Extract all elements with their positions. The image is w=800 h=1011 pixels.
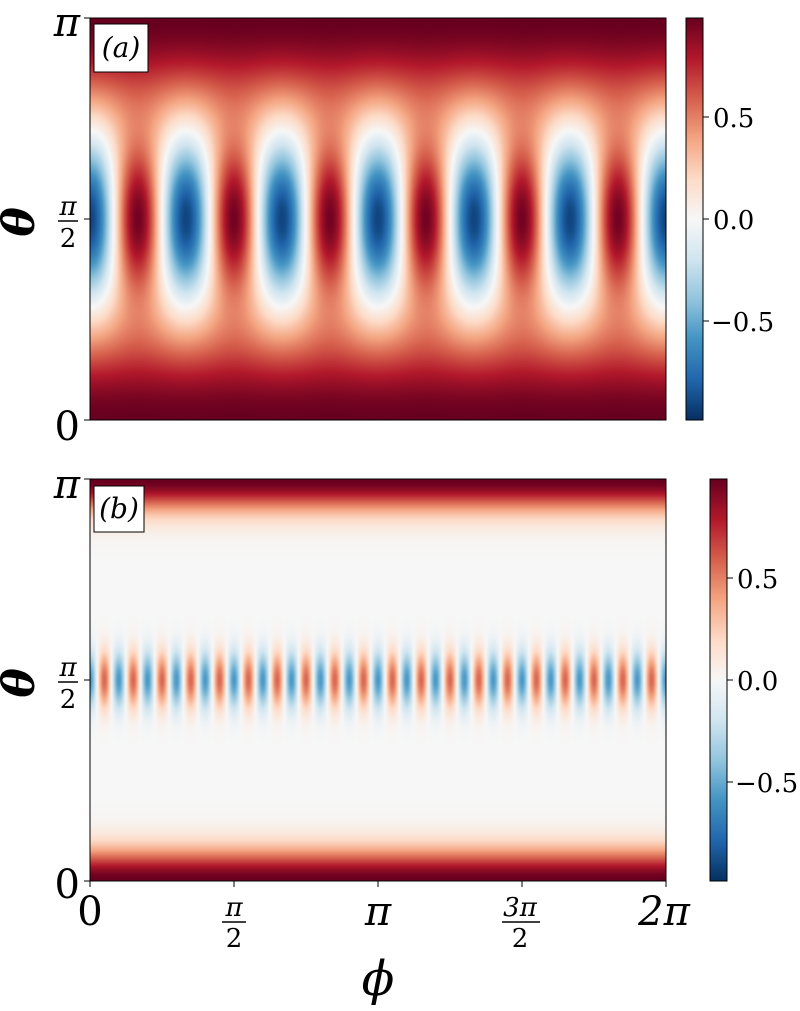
panel-a-cbar-tick-2-label: −0.5 — [711, 308, 774, 338]
panel-b-colorbar — [710, 479, 727, 881]
panel-b-heatmap-container — [90, 479, 666, 881]
panel-a-ytick-1-label: π 2 — [58, 192, 78, 254]
panel-b-label: (b) — [99, 492, 139, 525]
panel-a-heatmap-container — [90, 18, 666, 420]
panel-b-xtick-1-numerator: π — [224, 893, 243, 923]
panel-b-xtick-1-denominator: 2 — [226, 924, 243, 954]
panel-b-xtick-3-label: 3π 2 — [502, 893, 540, 954]
panel-b-cbar-tick-1-label: 0.0 — [737, 667, 778, 697]
panel-a-ylabel: θ — [0, 207, 45, 237]
panel-b-cbar-tick-2-label: −0.5 — [735, 769, 798, 799]
panel-b-label-box — [93, 485, 145, 533]
panel-b-xtick-1-label: π 2 — [222, 893, 246, 954]
panel-a-ytick-2-label: π — [53, 0, 81, 46]
panel-b: (b) 0 π 2 π θ 0 π 2 π 3π 2 2π — [0, 462, 798, 1007]
panel-b-xtick-4-label: 2π — [637, 889, 690, 935]
panel-b-xtick-3-denominator: 2 — [512, 924, 529, 954]
panel-b-heatmap — [90, 479, 666, 881]
panel-b-ytick-1-denominator: 2 — [60, 685, 77, 715]
panel-b-xtick-3-numerator: 3π — [503, 893, 538, 923]
panel-b-ytick-1-label: π 2 — [58, 653, 78, 715]
panel-a-ytick-1-numerator: π — [58, 192, 77, 222]
panel-a: (a) 0 π 2 π θ 0.5 0.0 −0.5 — [0, 0, 774, 450]
panel-a-label-box — [93, 23, 149, 73]
panel-a-ytick-1-denominator: 2 — [60, 224, 77, 254]
panel-b-colorbar-container — [710, 479, 727, 881]
panel-b-ytick-2-label: π — [53, 462, 81, 508]
panel-a-heatmap — [90, 18, 666, 420]
panel-a-label: (a) — [102, 31, 141, 64]
panel-a-cbar-tick-0-label: 0.5 — [713, 104, 754, 134]
panel-a-ytick-0-label: 0 — [55, 404, 80, 450]
panel-a-colorbar-container — [686, 18, 703, 420]
panel-b-ylabel: θ — [0, 668, 45, 698]
panel-b-xtick-2-label: π — [364, 889, 392, 935]
panel-a-cbar-tick-1-label: 0.0 — [713, 206, 754, 236]
panel-b-xtick-0-label: 0 — [77, 889, 102, 935]
panel-b-ytick-1-numerator: π — [58, 653, 77, 683]
panel-a-colorbar — [686, 18, 703, 420]
panel-b-cbar-tick-0-label: 0.5 — [737, 565, 778, 595]
panel-b-ytick-0-label: 0 — [55, 862, 80, 908]
panel-b-xlabel: ϕ — [362, 951, 395, 1007]
